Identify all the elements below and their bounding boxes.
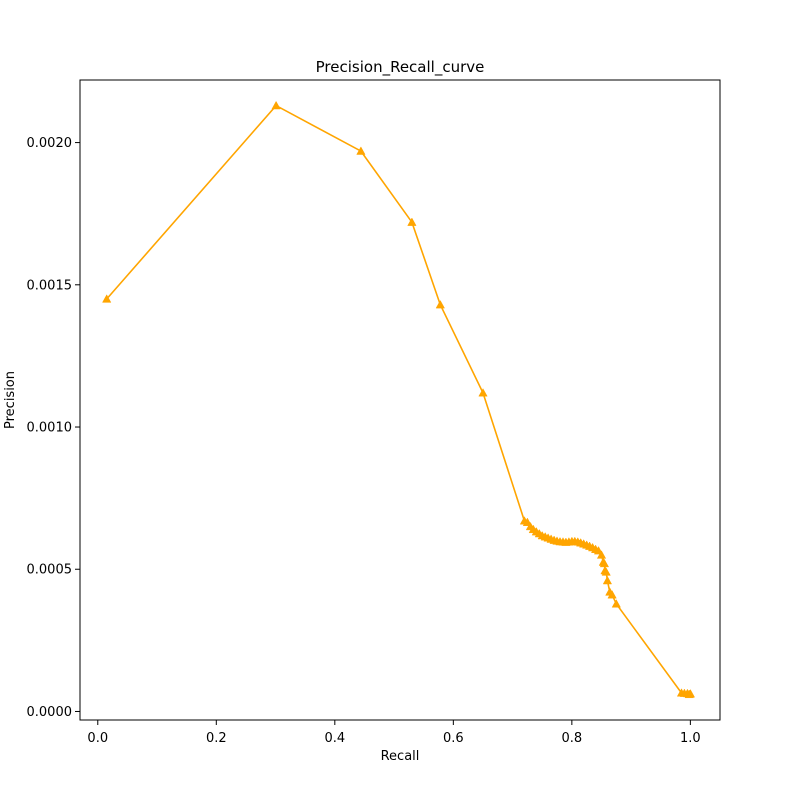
data-point-marker [478,388,488,397]
data-point-marker [271,100,281,110]
y-tick-label: 0.0015 [27,278,73,293]
x-axis: 0.0 0.2 0.4 0.6 0.8 1.0 [87,720,701,746]
data-point-marker [407,217,417,226]
y-tick-label: 0.0000 [27,705,73,720]
data-point-marker [607,590,617,599]
data-point-marker [602,575,613,585]
data-point-marker [435,299,445,309]
y-axis: 0.0000 0.0005 0.0010 0.0015 0.0020 [27,136,80,720]
y-tick-label: 0.0005 [27,563,73,578]
x-tick-label: 0.6 [443,731,464,746]
series-markers [102,100,696,699]
data-point-marker [601,567,611,576]
data-point-marker [599,558,610,568]
x-tick-label: 0.2 [206,731,227,746]
series-line [106,104,691,696]
y-tick-label: 0.0010 [27,421,73,436]
plot-area-frame [79,79,721,721]
y-axis-label: Precision [3,371,18,429]
data-point-marker [356,146,366,155]
x-tick-label: 1.0 [680,731,701,746]
x-tick-label: 0.4 [324,731,345,746]
data-point-marker [596,550,607,559]
x-tick-label: 0.8 [562,731,583,746]
y-tick-label: 0.0020 [27,136,73,151]
chart-title: Precision_Recall_curve [316,58,485,77]
x-axis-label: Recall [381,749,420,764]
data-point-marker [611,599,621,608]
x-tick-label: 0.0 [87,731,108,746]
data-point-marker [685,689,696,698]
data-point-marker [102,294,112,303]
